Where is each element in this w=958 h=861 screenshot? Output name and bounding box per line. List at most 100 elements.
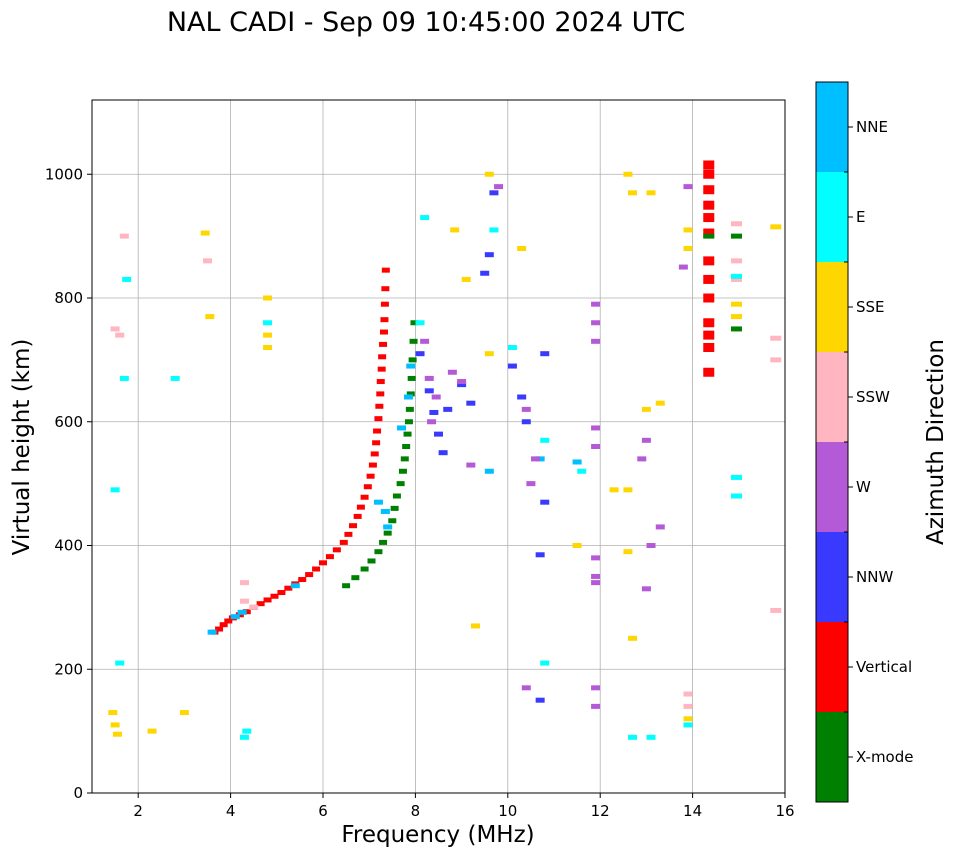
data-point-sse: [450, 227, 460, 233]
data-point-x-mode: [383, 530, 392, 536]
data-point-w: [591, 685, 601, 691]
data-point-x-mode: [379, 539, 388, 545]
data-point-vertical: [703, 213, 715, 223]
data-point-sse: [730, 301, 742, 307]
data-point-nnw: [540, 499, 550, 505]
colorbar-tick-label: E: [856, 208, 865, 226]
colorbar-frame: [815, 81, 849, 803]
data-point-nnw: [521, 419, 531, 425]
data-point-sse: [470, 623, 480, 629]
data-point-sse: [484, 171, 494, 177]
data-point-e: [420, 215, 430, 221]
data-point-x-mode: [400, 456, 409, 462]
y-axis-ticks: 0 200 400 600 800 1000: [45, 165, 92, 802]
data-point-x-mode: [390, 505, 399, 511]
data-point-x-mode: [405, 406, 414, 412]
data-point-nne: [535, 456, 545, 462]
data-point-w: [641, 586, 651, 592]
x-tick-label: 2: [133, 802, 143, 820]
y-tick-label: 0: [73, 784, 83, 802]
data-point-x-mode: [410, 320, 419, 326]
data-point-vertical: [305, 572, 314, 578]
data-point-w: [494, 184, 504, 190]
colorbar-tick-label: Vertical: [856, 658, 912, 676]
data-point-x-mode: [388, 518, 397, 524]
data-point-x-mode: [367, 558, 376, 564]
data-point-sse: [683, 227, 693, 233]
data-point-nnw: [443, 406, 453, 412]
x-tick-label: 16: [775, 802, 794, 820]
data-point-w: [466, 462, 476, 468]
data-point-ssw: [110, 326, 120, 332]
data-point-vertical: [219, 622, 228, 628]
data-point-nne: [290, 583, 300, 589]
data-point-vertical: [703, 274, 715, 284]
data-point-vertical: [344, 531, 353, 537]
data-point-e: [239, 734, 249, 740]
data-point-sse: [628, 190, 638, 196]
data-point-vertical: [349, 523, 358, 529]
data-point-nnw: [424, 388, 434, 394]
data-point-nnw: [540, 351, 550, 357]
data-point-e: [119, 375, 129, 381]
data-point-x-mode: [406, 391, 415, 397]
data-point-w: [526, 481, 536, 487]
data-point-vertical: [370, 451, 379, 457]
data-point-x-mode: [409, 338, 418, 344]
data-point-e: [415, 320, 425, 326]
data-point-nnw: [480, 270, 490, 276]
colorbar-tick-label: SSW: [856, 388, 890, 406]
plot-area: 2 4 6 8 10 12 14 16 0 200 400 600 800 1000: [45, 99, 795, 820]
x-tick-label: 10: [498, 802, 517, 820]
colorbar-segment: [816, 622, 848, 712]
data-point-vertical: [703, 293, 715, 303]
data-point-x-mode: [402, 444, 411, 449]
data-point-vertical: [381, 267, 390, 273]
data-point-ssw: [249, 604, 259, 610]
colorbar-tick-label: NNE: [856, 118, 888, 136]
data-point-e: [507, 345, 517, 350]
data-point-nnw: [484, 252, 494, 258]
data-point-vertical: [703, 256, 715, 266]
data-point-vertical: [270, 593, 279, 599]
data-point-x-mode: [360, 566, 369, 572]
y-tick-label: 1000: [45, 165, 83, 183]
data-point-e: [242, 728, 252, 734]
data-points: [108, 160, 782, 740]
data-point-vertical: [379, 329, 388, 335]
data-point-vertical: [256, 601, 265, 607]
data-point-nnw: [429, 409, 439, 415]
data-point-w: [591, 555, 601, 561]
data-point-w: [591, 320, 601, 326]
data-point-x-mode: [398, 468, 407, 474]
data-point-nne: [373, 499, 383, 505]
data-point-nne: [572, 459, 582, 465]
colorbar-tick-label: NNW: [856, 568, 893, 586]
data-point-w: [591, 301, 601, 307]
data-point-vertical: [703, 169, 715, 179]
data-point-e: [540, 660, 550, 666]
data-point-w: [591, 444, 601, 449]
data-point-nne: [383, 524, 393, 530]
colorbar-segment: [816, 352, 848, 442]
data-point-x-mode: [403, 431, 412, 437]
data-point-ssw: [730, 221, 742, 227]
data-point-nne: [403, 394, 413, 400]
data-point-sse: [461, 276, 471, 282]
data-point-vertical: [215, 626, 224, 632]
data-point-w: [655, 524, 665, 530]
data-point-vertical: [376, 379, 385, 385]
plot-frame: [91, 99, 786, 794]
data-point-vertical: [368, 462, 377, 468]
data-point-nnw: [466, 400, 476, 406]
data-point-x-mode: [730, 326, 742, 332]
colorbar-segment: [816, 442, 848, 532]
data-point-w: [591, 425, 601, 431]
data-point-sse: [770, 224, 782, 230]
data-point-w: [591, 580, 601, 586]
data-point-sse: [108, 710, 118, 716]
colorbar-segment: [816, 532, 848, 622]
data-point-e: [577, 468, 587, 474]
colorbar-segment: [816, 262, 848, 352]
data-point-ssw: [770, 335, 782, 341]
